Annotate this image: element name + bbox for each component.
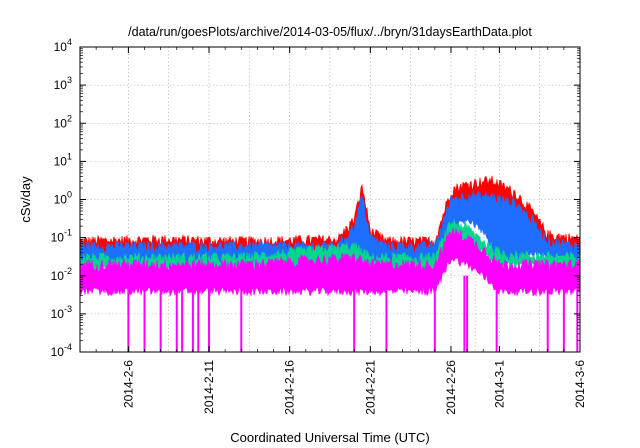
plot-border	[79, 46, 581, 353]
y-tick-label: 10-4	[51, 342, 72, 359]
y-tick-label: 101	[54, 151, 72, 168]
x-tick-label: 2014-3-1	[492, 360, 506, 408]
chart-title: /data/run/goesPlots/archive/2014-03-05/f…	[128, 25, 532, 39]
y-tick-label: 10-2	[51, 266, 72, 283]
x-tick-label: 2014-3-6	[573, 360, 587, 408]
x-tick-label: 2014-2-16	[283, 360, 297, 415]
y-tick-label: 10-3	[51, 304, 72, 321]
y-tick-label: 104	[54, 37, 72, 54]
y-tick-label: 102	[54, 113, 72, 130]
series-group	[79, 175, 581, 352]
x-tick-label: 2014-2-21	[363, 360, 377, 415]
y-axis-ticks: 10-4 10-3 10-2 10-1 100 101 102 103 104	[51, 37, 72, 359]
x-axis-ticks: 2014-2-6 2014-2-11 2014-2-16 2014-2-21 2014-…	[121, 360, 587, 415]
x-axis-label: Coordinated Universal Time (UTC)	[230, 430, 429, 445]
y-tick-label: 100	[54, 190, 72, 207]
x-tick-label: 2014-2-11	[202, 360, 216, 414]
x-tick-label: 2014-2-26	[444, 360, 458, 415]
x-tick-label: 2014-2-6	[121, 360, 135, 408]
plot-frame	[79, 46, 581, 353]
y-axis-label: cSv/day	[18, 176, 33, 223]
y-tick-label: 103	[54, 75, 72, 92]
y-tick-label: 10-1	[51, 228, 72, 245]
dropouts	[127, 275, 579, 352]
